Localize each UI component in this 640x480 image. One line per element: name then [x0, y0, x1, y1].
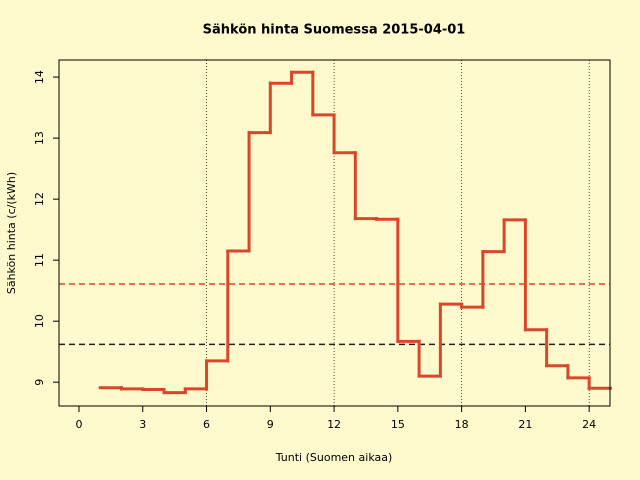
y-axis-label: Sähkön hinta (c/(kWh): [5, 172, 18, 294]
x-axis-label: Tunti (Suomen aikaa): [275, 451, 393, 464]
x-tick-label: 9: [267, 418, 274, 431]
x-tick-label: 6: [203, 418, 210, 431]
y-tick-label: 11: [33, 253, 46, 267]
x-tick-label: 3: [139, 418, 146, 431]
y-tick-label: 13: [33, 131, 46, 145]
y-tick-label: 10: [33, 314, 46, 328]
y-tick-label: 12: [33, 192, 46, 206]
x-tick-label: 21: [518, 418, 532, 431]
x-tick-label: 12: [327, 418, 341, 431]
x-tick-label: 18: [455, 418, 469, 431]
y-tick-label: 14: [33, 70, 46, 84]
y-tick-label: 9: [33, 379, 46, 386]
x-tick-label: 0: [75, 418, 82, 431]
x-tick-label: 24: [582, 418, 596, 431]
chart-title: Sähkön hinta Suomessa 2015-04-01: [203, 23, 466, 38]
x-tick-label: 15: [391, 418, 405, 431]
